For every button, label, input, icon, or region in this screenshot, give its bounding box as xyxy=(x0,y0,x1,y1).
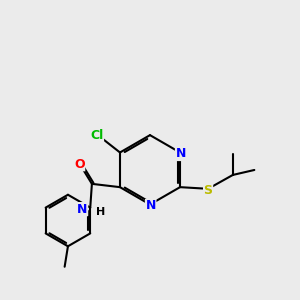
Text: H: H xyxy=(96,207,105,217)
Text: S: S xyxy=(204,184,213,197)
Text: N: N xyxy=(176,148,186,160)
Text: Cl: Cl xyxy=(90,129,104,142)
Text: N: N xyxy=(146,200,156,212)
Text: O: O xyxy=(74,158,85,171)
Text: N: N xyxy=(77,202,88,216)
